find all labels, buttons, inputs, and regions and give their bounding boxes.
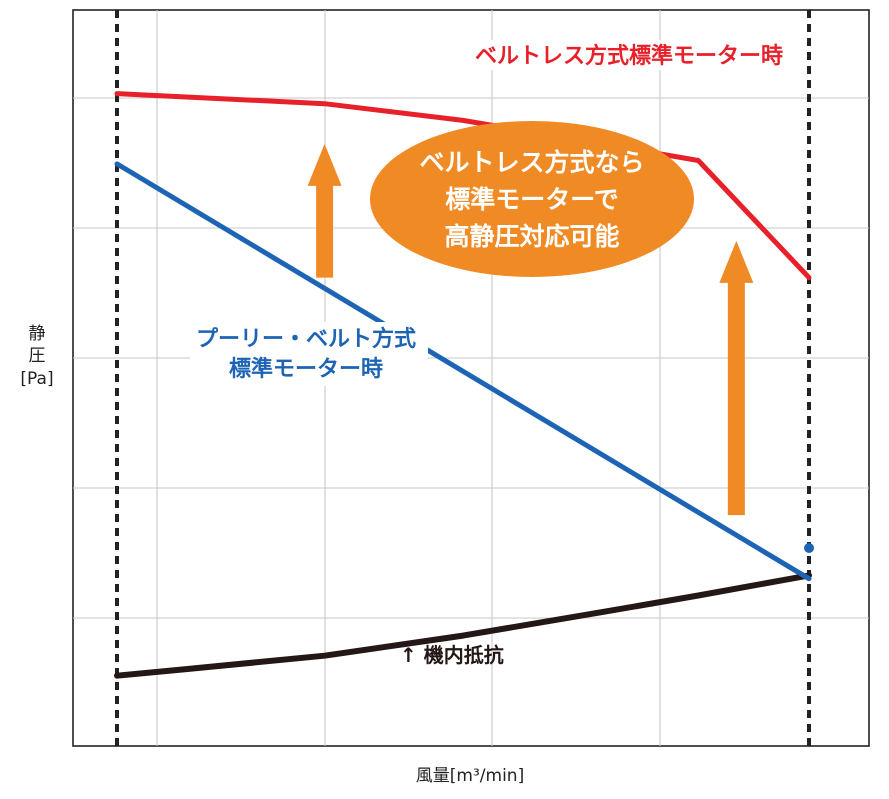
callout-line-1: ベルトレス方式なら bbox=[419, 148, 644, 177]
callout-line-3: 高静圧対応可能 bbox=[444, 222, 619, 251]
series-line-internal-resistance bbox=[114, 572, 812, 679]
upward-arrow-left bbox=[307, 143, 342, 278]
blue-label-bg bbox=[190, 322, 428, 386]
red-label-bg bbox=[448, 40, 786, 70]
x-axis-label: 風量[m³/min] bbox=[416, 766, 524, 786]
series-label-pulley-line-1: プーリー・ベルト方式 bbox=[196, 326, 416, 352]
series-label-pulley-line-2: 標準モーター時 bbox=[229, 356, 383, 382]
callout-line-2: 標準モーターで bbox=[445, 185, 619, 214]
upward-arrow-right bbox=[719, 240, 754, 516]
series-label-internal-resistance: ↑ 機内抵抗 bbox=[400, 643, 504, 667]
callout-bubble bbox=[370, 121, 694, 277]
series-line-beltless bbox=[114, 91, 812, 281]
y-axis-label-3: [Pa] bbox=[20, 369, 53, 389]
intersection-point bbox=[804, 543, 814, 553]
series-label-beltless: ベルトレス方式標準モーター時 bbox=[475, 43, 783, 69]
y-axis-label-1: 静 bbox=[29, 324, 46, 344]
y-axis-label-2: 圧 bbox=[29, 346, 46, 366]
series-line-pulley-belt bbox=[114, 161, 812, 582]
